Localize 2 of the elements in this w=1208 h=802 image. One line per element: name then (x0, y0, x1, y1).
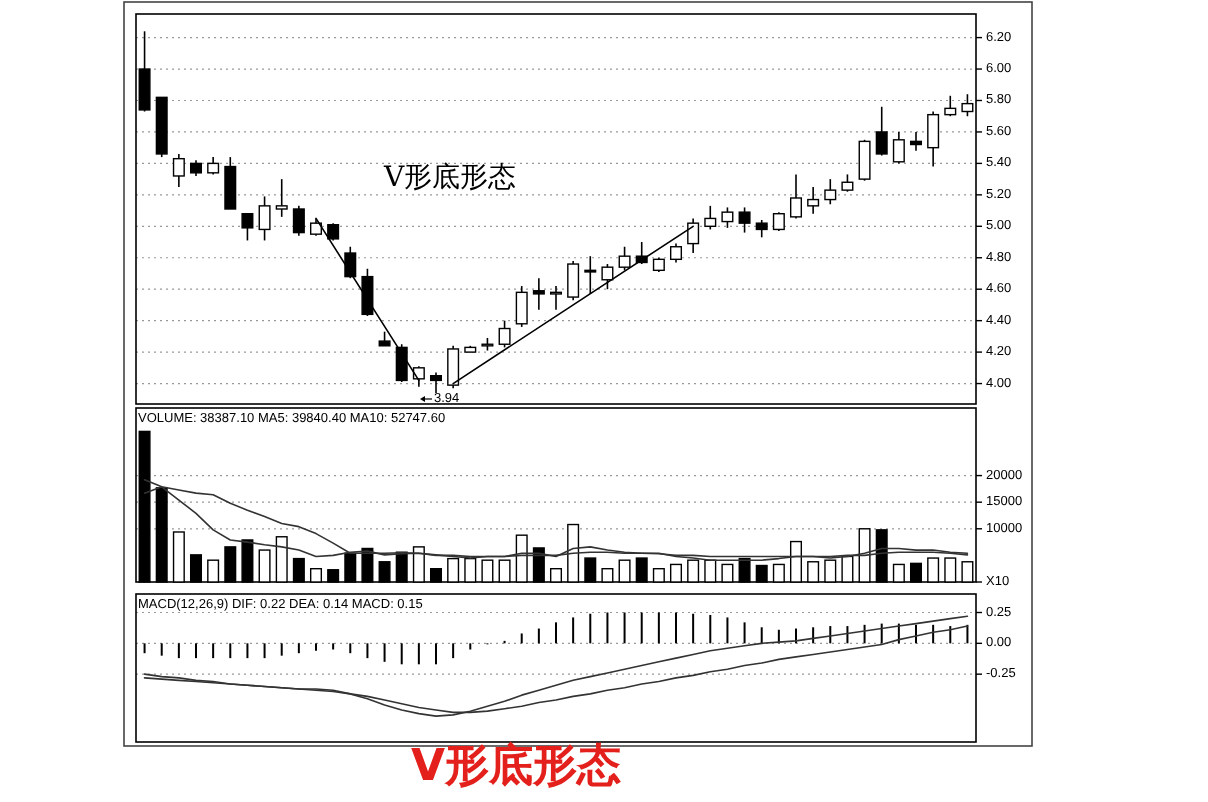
annotation: V形底形态 (382, 162, 517, 194)
annotation: V形底形态 (410, 740, 622, 792)
